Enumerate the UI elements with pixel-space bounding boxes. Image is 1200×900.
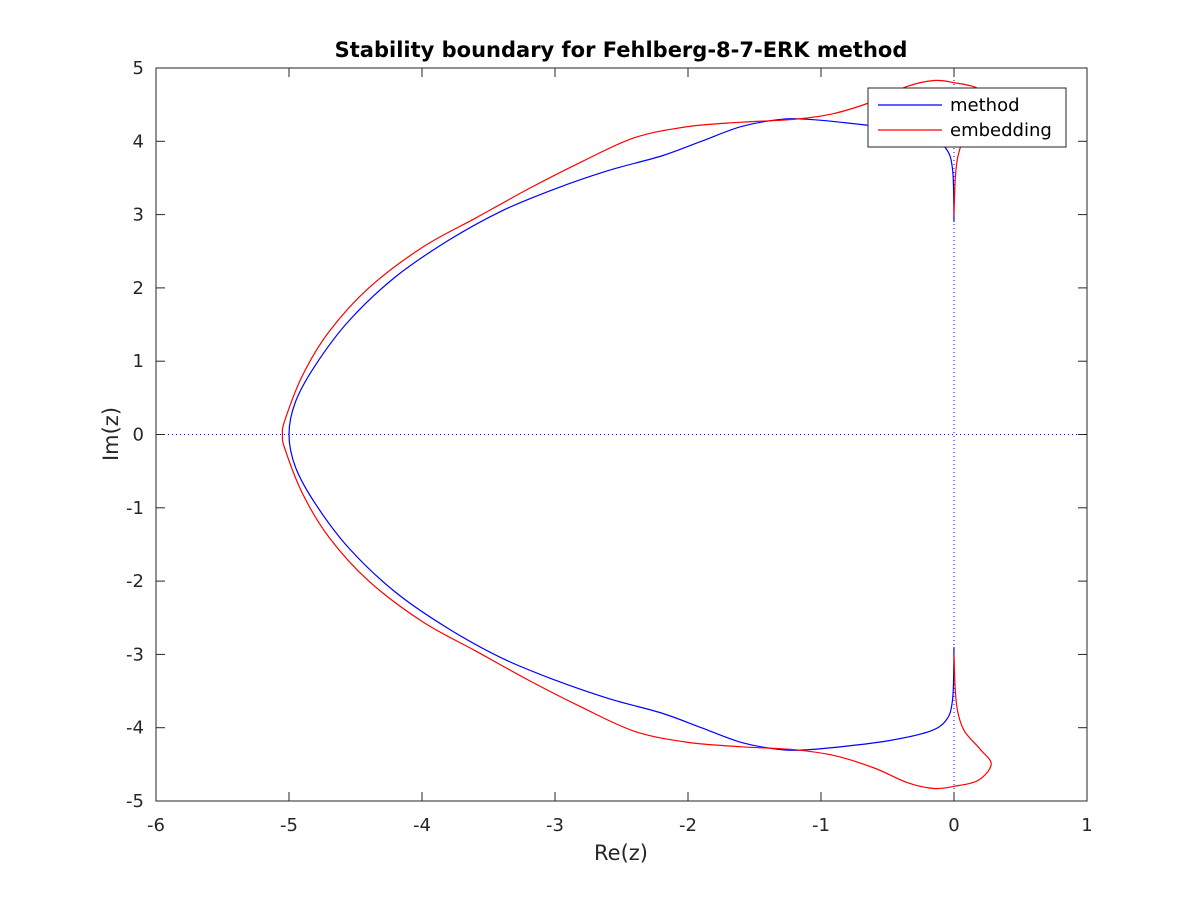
series-line-embedding — [281, 79, 992, 790]
y-tick-label: 3 — [133, 205, 144, 226]
y-tick-label: 4 — [133, 131, 144, 152]
x-tick-label: 1 — [1081, 815, 1092, 836]
y-tick-label: -2 — [126, 571, 144, 592]
axes-box — [155, 67, 1088, 802]
x-tick-label: -3 — [546, 815, 564, 836]
y-tick-label: -5 — [126, 791, 144, 812]
series-layer — [281, 79, 992, 790]
x-axis-label: Re(z) — [594, 841, 648, 865]
x-tick-label: -4 — [413, 815, 431, 836]
x-tick-label: -6 — [147, 815, 165, 836]
y-tick-label: 1 — [133, 351, 144, 372]
x-tick-label: 0 — [948, 815, 959, 836]
y-axis-label: Im(z) — [99, 407, 123, 461]
chart-title: Stability boundary for Fehlberg-8-7-ERK … — [335, 38, 908, 62]
legend-label-embedding: embedding — [950, 120, 1052, 141]
y-tick-label: -1 — [126, 498, 144, 519]
y-tick-label: 5 — [133, 58, 144, 79]
x-tick-label: -1 — [812, 815, 830, 836]
x-tick-label: -2 — [679, 815, 697, 836]
legend: method embedding — [867, 87, 1067, 148]
y-tick-label: 0 — [133, 425, 144, 446]
y-tick-label: 2 — [133, 278, 144, 299]
y-tick-label: -3 — [126, 644, 144, 665]
legend-label-method: method — [950, 95, 1020, 116]
x-tick-label: -5 — [280, 815, 298, 836]
y-tick-label: -4 — [126, 718, 144, 739]
legend-box — [867, 87, 1067, 148]
